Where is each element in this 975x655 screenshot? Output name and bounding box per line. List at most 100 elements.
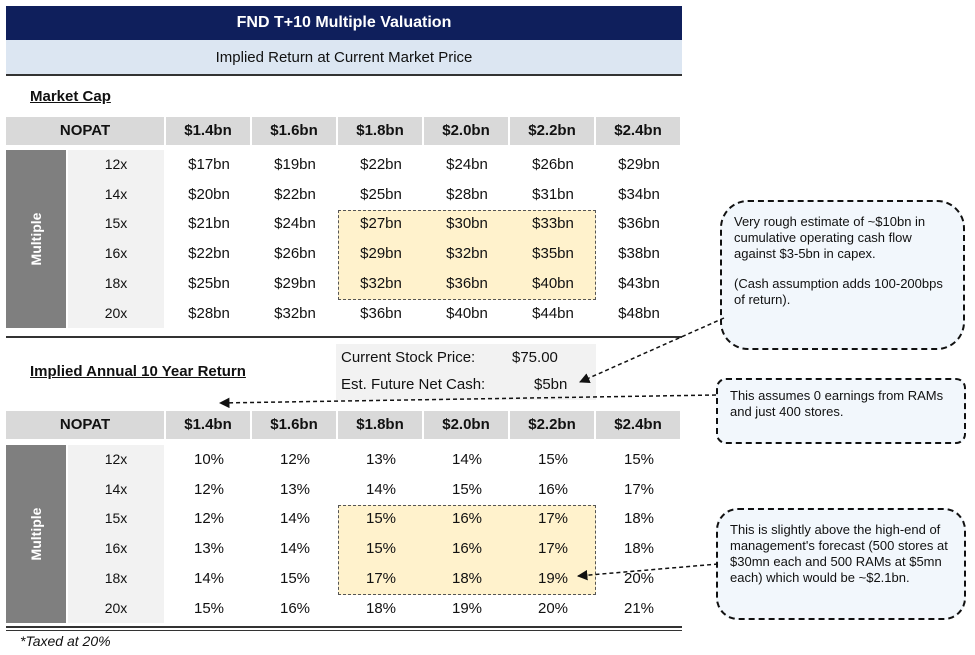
ret-multiple-label: 18x bbox=[104, 569, 128, 586]
callout-forecast: This is slightly above the high-end of m… bbox=[716, 508, 966, 620]
ret-cell: 15% bbox=[623, 451, 655, 468]
arrow-cash-flow bbox=[579, 317, 725, 383]
ret-cell: 13% bbox=[279, 480, 311, 498]
mc-cell: $40bn bbox=[532, 274, 574, 292]
mc-cell: $36bn bbox=[618, 215, 660, 233]
mc-cell: $36bn bbox=[446, 274, 488, 292]
mc-cell: $25bn bbox=[188, 274, 230, 292]
ret-cell: 16% bbox=[537, 480, 569, 498]
ret-cell: 18% bbox=[623, 540, 655, 558]
ret-cell: 12% bbox=[193, 510, 225, 528]
ret-cell: 12% bbox=[193, 480, 225, 498]
info-box: Current Stock Price: $75.00 Est. Future … bbox=[336, 344, 596, 400]
mc-cell: $26bn bbox=[274, 245, 316, 263]
ret-cell: 13% bbox=[193, 540, 225, 558]
arrow-earnings bbox=[218, 394, 717, 409]
ret-cell: 18% bbox=[623, 510, 655, 528]
ret-header-col-0: $1.4bn bbox=[166, 411, 250, 439]
ret-header-nopat: NOPAT bbox=[6, 411, 164, 439]
mc-cell: $22bn bbox=[274, 185, 316, 203]
mc-multiple-label: 16x bbox=[104, 245, 128, 262]
footnote: *Taxed at 20% bbox=[20, 633, 111, 649]
mc-cell: $19bn bbox=[274, 156, 316, 173]
mc-cell: $32bn bbox=[274, 304, 316, 322]
page-subtitle: Implied Return at Current Market Price bbox=[6, 40, 682, 76]
mc-header-col-3: $2.0bn bbox=[424, 117, 508, 145]
mc-cell: $31bn bbox=[532, 185, 574, 203]
ret-cell: 17% bbox=[537, 540, 569, 558]
mc-cell: $22bn bbox=[360, 156, 402, 173]
mc-multiple-label: 15x bbox=[104, 215, 128, 232]
ret-header-col-1: $1.6bn bbox=[252, 411, 336, 439]
ret-header-col-4: $2.2bn bbox=[510, 411, 594, 439]
mc-header-col-2: $1.8bn bbox=[338, 117, 422, 145]
ret-cell: 13% bbox=[365, 451, 397, 468]
cash-label: Est. Future Net Cash: bbox=[341, 376, 486, 393]
ret-divider-2 bbox=[6, 630, 682, 631]
mc-cell: $27bn bbox=[360, 215, 402, 233]
mc-multiple-label: 18x bbox=[104, 274, 128, 291]
ret-cell: 20% bbox=[537, 599, 569, 617]
ret-cell: 20% bbox=[623, 569, 655, 587]
ret-multiple-label: 14x bbox=[104, 480, 128, 497]
mc-header-col-1: $1.6bn bbox=[252, 117, 336, 145]
ret-cell: 14% bbox=[451, 451, 483, 468]
cash-value: $5bn bbox=[534, 376, 568, 393]
mc-cell: $33bn bbox=[532, 215, 574, 233]
ret-cell: 15% bbox=[451, 480, 483, 498]
ret-cell: 21% bbox=[623, 599, 655, 617]
ret-header-col-2: $1.8bn bbox=[338, 411, 422, 439]
ret-cell: 15% bbox=[193, 599, 225, 617]
page-title: FND T+10 Multiple Valuation bbox=[6, 6, 682, 40]
mc-cell: $24bn bbox=[446, 156, 488, 173]
ret-multiple-column bbox=[68, 445, 164, 623]
ret-cell: 19% bbox=[537, 569, 569, 587]
ret-multiple-label: 12x bbox=[104, 451, 128, 467]
mc-cell: $32bn bbox=[446, 245, 488, 263]
mc-cell: $30bn bbox=[446, 215, 488, 233]
mc-cell: $36bn bbox=[360, 304, 402, 322]
mc-header-col-0: $1.4bn bbox=[166, 117, 250, 145]
arrow-forecast bbox=[576, 563, 719, 581]
ret-cell: 14% bbox=[193, 569, 225, 587]
ret-cell: 18% bbox=[365, 599, 397, 617]
mc-cell: $44bn bbox=[532, 304, 574, 322]
price-label: Current Stock Price: bbox=[341, 349, 476, 366]
mc-cell: $21bn bbox=[188, 215, 230, 233]
ret-multiple-label: 16x bbox=[104, 540, 128, 557]
mc-cell: $29bn bbox=[274, 274, 316, 292]
mc-highlight-box bbox=[338, 210, 596, 300]
mc-cell: $28bn bbox=[446, 185, 488, 203]
ret-cell: 14% bbox=[279, 510, 311, 528]
ret-cell: 14% bbox=[279, 540, 311, 558]
mc-cell: $22bn bbox=[188, 245, 230, 263]
mc-cell: $29bn bbox=[360, 245, 402, 263]
ret-header-col-5: $2.4bn bbox=[596, 411, 680, 439]
mc-cell: $32bn bbox=[360, 274, 402, 292]
ret-cell: 15% bbox=[365, 510, 397, 528]
mc-cell: $40bn bbox=[446, 304, 488, 322]
ret-cell: 17% bbox=[365, 569, 397, 587]
mc-cell: $38bn bbox=[618, 245, 660, 263]
mc-header-col-5: $2.4bn bbox=[596, 117, 680, 145]
ret-multiple-label: 15x bbox=[104, 510, 128, 527]
mc-cell: $17bn bbox=[188, 156, 230, 173]
ret-cell: 14% bbox=[365, 480, 397, 498]
mc-cell: $35bn bbox=[532, 245, 574, 263]
ret-cell: 17% bbox=[537, 510, 569, 528]
callout-earnings-text: This assumes 0 earnings from RAMs and ju… bbox=[730, 388, 944, 419]
returns-title: Implied Annual 10 Year Return bbox=[30, 363, 246, 380]
mc-side-bar: Multiple bbox=[6, 150, 66, 328]
ret-cell: 17% bbox=[623, 480, 655, 498]
mc-cell: $34bn bbox=[618, 185, 660, 203]
mc-cell: $24bn bbox=[274, 215, 316, 233]
mc-cell: $48bn bbox=[618, 304, 660, 322]
mc-header-col-4: $2.2bn bbox=[510, 117, 594, 145]
ret-cell: 15% bbox=[365, 540, 397, 558]
mc-multiple-label: 12x bbox=[104, 156, 128, 172]
ret-side-bar: Multiple bbox=[6, 445, 66, 623]
callout-cash-flow: Very rough estimate of ~$10bn in cumulat… bbox=[720, 200, 965, 350]
ret-cell: 15% bbox=[537, 451, 569, 468]
ret-divider bbox=[6, 626, 682, 628]
